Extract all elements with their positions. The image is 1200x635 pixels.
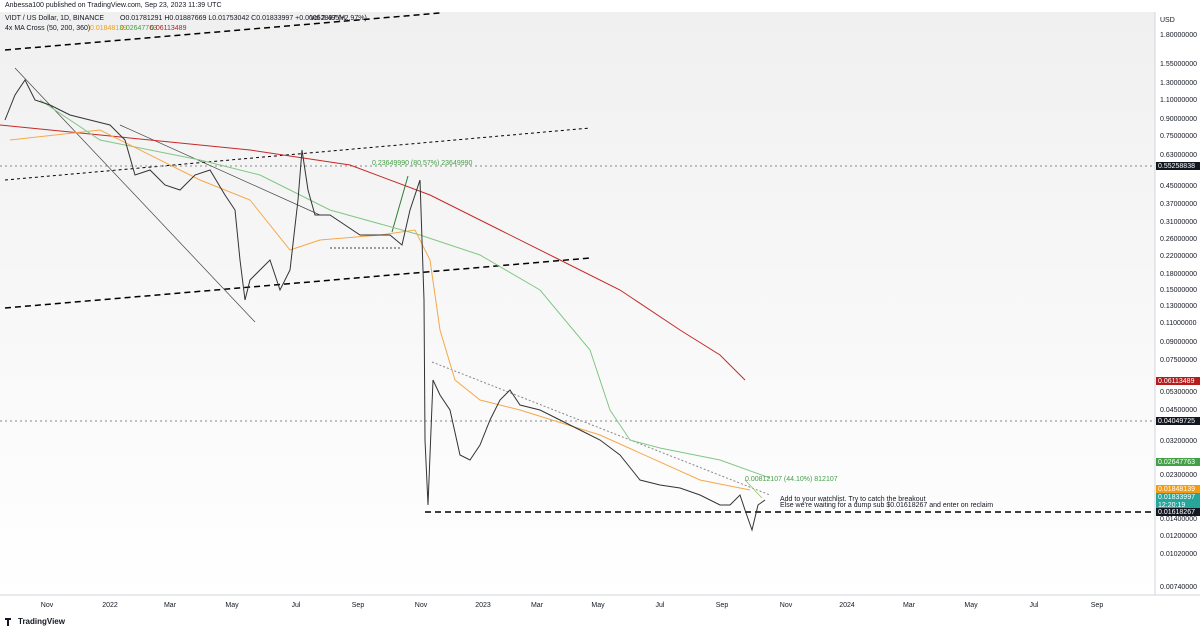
price-label: 0.01020000 (1160, 551, 1197, 558)
trendline (431, 361, 771, 496)
time-label: Sep (352, 602, 365, 609)
price-label: 0.22000000 (1160, 253, 1197, 260)
price-label: 1.55000000 (1160, 61, 1197, 68)
price-label: 0.04500000 (1160, 407, 1197, 414)
price-tag (1156, 162, 1200, 170)
price-tag-label: 0.04049725 (1158, 418, 1195, 425)
price-tag-label: 0.55258838 (1158, 163, 1195, 170)
ohlc: O0.01781291 H0.01887669 L0.01753042 C0.0… (120, 15, 367, 22)
time-label: May (964, 602, 978, 609)
price-label: 1.30000000 (1160, 80, 1197, 87)
price-label: 1.80000000 (1160, 32, 1197, 39)
footer-logo: TradingView (18, 617, 66, 626)
time-label: May (225, 602, 239, 609)
plot-area (0, 12, 1155, 595)
price-label: 0.02300000 (1160, 472, 1197, 479)
indicator-value: 0.02647763 (120, 25, 157, 32)
price-tag-label: 0.02647763 (1158, 459, 1195, 466)
ma-360 (0, 124, 746, 381)
price-tag-label: 0.06113489 (1158, 378, 1195, 385)
price-tag (1156, 377, 1200, 385)
price-label: 0.05300000 (1160, 389, 1197, 396)
price (4, 79, 766, 532)
arrow (744, 479, 763, 499)
price-tag (1156, 493, 1200, 509)
price-label: 1.10000000 (1160, 97, 1197, 104)
price-tag (1156, 417, 1200, 425)
time-label: Mar (164, 602, 177, 609)
time-label: Nov (41, 602, 54, 609)
time-label: Jul (1030, 602, 1039, 609)
time-label: Jul (292, 602, 301, 609)
indicator: 4x MA Cross (50, 200, 360) (5, 25, 90, 32)
price-label: 0.13000000 (1160, 303, 1197, 310)
time-label: Sep (1091, 602, 1104, 609)
indicator-value: 0.01848139 (90, 25, 127, 32)
price-label: 0.15000000 (1160, 287, 1197, 294)
logo (5, 618, 11, 626)
trendline (4, 257, 591, 309)
time-label: Nov (780, 602, 793, 609)
currency: USD (1160, 17, 1175, 24)
price-tag-label: 0.01848139 (1158, 486, 1195, 493)
price-label: 0.45000000 (1160, 183, 1197, 190)
price-label: 0.00740000 (1160, 584, 1197, 591)
time-label: 2023 (475, 602, 491, 609)
ma-200 (39, 99, 771, 479)
price-tag-label: 0.01833997 (1158, 494, 1195, 501)
price-label: 0.01400000 (1160, 516, 1197, 523)
price-tag (1156, 508, 1200, 516)
time-label: Jul (656, 602, 665, 609)
volume: Vol 2.495M (310, 15, 345, 22)
price-tag-label: 0.01618267 (1158, 509, 1195, 516)
note: Else we're waiting for a dump sub $0.016… (780, 502, 993, 509)
time-label: Mar (531, 602, 544, 609)
time-label: Mar (903, 602, 916, 609)
price-label: 0.11000000 (1160, 320, 1197, 327)
price-label: 0.31000000 (1160, 219, 1197, 226)
note: Add to your watchlist. Try to catch the … (780, 496, 926, 503)
time-label: 2024 (839, 602, 855, 609)
time-label: Sep (716, 602, 729, 609)
price-label: 0.37000000 (1160, 201, 1197, 208)
price-tag (1156, 485, 1200, 493)
price-label: 0.03200000 (1160, 438, 1197, 445)
indicator-value: 0.06113489 (150, 25, 187, 32)
trendline (4, 12, 441, 51)
drawings (0, 12, 1155, 532)
price-label: 0.63000000 (1160, 152, 1197, 159)
countdown: 12:20:19 (1158, 502, 1185, 509)
price-label: 0.07500000 (1160, 357, 1197, 364)
price-tag (1156, 458, 1200, 466)
measure-label: 0.00812107 (44.10%) 812107 (745, 476, 838, 483)
price-label: 0.90000000 (1160, 116, 1197, 123)
symbol: VIDT / US Dollar, 1D, BINANCE (5, 15, 104, 22)
price-label: 0.26000000 (1160, 236, 1197, 243)
price-label: 0.01200000 (1160, 533, 1197, 540)
measure-label: 0.23649990 (80.57%) 23649990 (372, 160, 473, 167)
price-label: 0.09000000 (1160, 339, 1197, 346)
price-label: 0.75000000 (1160, 133, 1197, 140)
time-label: May (591, 602, 605, 609)
price-label: 0.18000000 (1160, 271, 1197, 278)
time-label: Nov (415, 602, 428, 609)
trendline (4, 127, 591, 181)
publisher: Anbessa100 published on TradingView.com,… (5, 2, 222, 9)
time-label: 2022 (102, 602, 118, 609)
